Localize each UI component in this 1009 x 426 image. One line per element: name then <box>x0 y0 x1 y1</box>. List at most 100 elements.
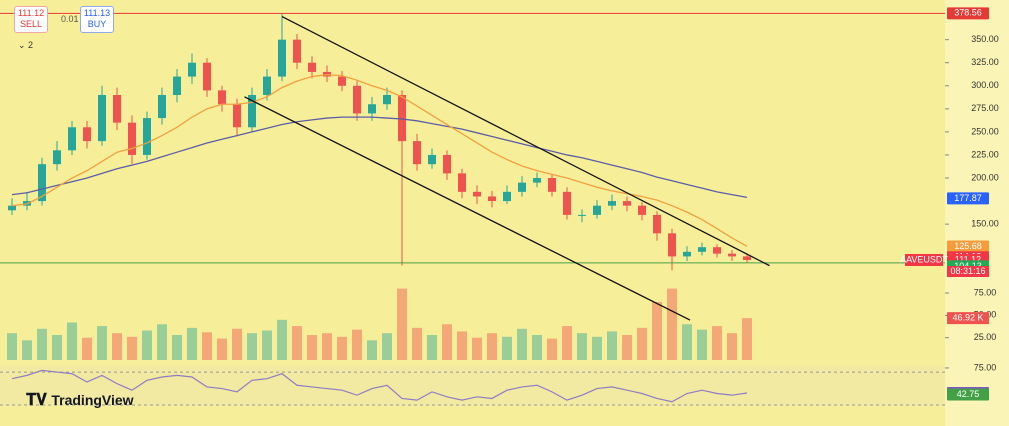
candle-body <box>368 104 376 114</box>
rsi-bg <box>0 366 945 406</box>
candle-body <box>98 95 106 142</box>
logo: 𝐓𝐕 TradingView <box>26 392 134 410</box>
volume-bar <box>7 333 17 360</box>
candle-body <box>668 233 676 257</box>
candle-body <box>143 118 151 155</box>
y-tick-label: 300.00 <box>971 80 999 90</box>
logo-text: TradingView <box>51 392 134 408</box>
volume-bar <box>157 324 167 360</box>
volume-bar <box>547 338 557 360</box>
countdown-tag <box>947 265 989 277</box>
volume-bar <box>367 340 377 360</box>
volume-bar <box>652 301 662 360</box>
symbol-label: AAVEUSDT <box>900 254 948 264</box>
price-tag-label: 46.92 K <box>952 312 983 322</box>
y-tick-label: 350.00 <box>971 34 999 44</box>
candle-body <box>698 247 706 252</box>
volume-bar <box>457 331 467 360</box>
y-tick-label: 275.00 <box>971 103 999 113</box>
spread: 0.01 <box>61 14 79 24</box>
candle-body <box>533 178 541 183</box>
candle-body <box>428 154 436 165</box>
candle-body <box>278 39 286 77</box>
volume-bar <box>592 336 602 360</box>
candle-body <box>683 251 691 257</box>
price-tag <box>947 7 989 20</box>
volume-bar <box>172 335 182 360</box>
candle-body <box>338 76 346 86</box>
candle-body <box>653 214 661 234</box>
candle-body <box>68 127 76 151</box>
candle-body <box>293 39 301 63</box>
candle-body <box>53 150 61 165</box>
candle-body <box>8 205 16 211</box>
candle-body <box>743 256 751 260</box>
candle-body <box>488 196 496 202</box>
volume-bar <box>97 326 107 360</box>
rsi-line <box>11 369 748 403</box>
volume-bar <box>472 337 482 360</box>
price-tag-label: 42.75 <box>957 389 980 399</box>
moving-average <box>11 74 748 247</box>
volume-bar <box>712 326 722 360</box>
volume-bar <box>292 326 302 360</box>
volume-bar <box>142 330 152 360</box>
candle-body <box>638 205 646 215</box>
candle-body <box>38 164 46 202</box>
candle-body <box>203 62 211 91</box>
price-tag <box>947 192 989 205</box>
price-tag-label: 177.87 <box>954 193 982 203</box>
volume-bar <box>217 338 227 360</box>
y-tick-label: 75.00 <box>974 287 997 297</box>
price-tag <box>947 240 989 253</box>
candle-body <box>578 214 586 216</box>
candle-body <box>443 154 451 174</box>
buy-price: 111.13 <box>83 8 111 18</box>
volume-bar <box>727 333 737 360</box>
price-tag-label: 125.68 <box>954 241 982 251</box>
volume-bar <box>412 327 422 360</box>
logo-icon: 𝐓𝐕 <box>26 392 52 409</box>
candle-body <box>713 247 721 254</box>
volume-bar <box>82 337 92 360</box>
position-count: ⌄ 2 <box>18 40 34 50</box>
candle-body <box>218 90 226 105</box>
y-tick-label: 325.00 <box>971 57 999 67</box>
y-tick-label: 150.00 <box>971 219 999 229</box>
volume-bar <box>187 327 197 360</box>
price-tag <box>947 388 989 401</box>
volume-bar <box>232 328 242 360</box>
sell-button[interactable]: 111.12 SELL <box>14 6 48 33</box>
volume-bar <box>67 322 77 360</box>
sell-label: SELL <box>19 19 43 29</box>
trend-line <box>281 16 770 267</box>
volume-bar <box>52 335 62 360</box>
volume-bar <box>517 328 527 360</box>
buy-button[interactable]: 111.13 BUY <box>80 6 114 33</box>
volume-bar <box>112 333 122 360</box>
buy-label: BUY <box>87 19 107 29</box>
candle-body <box>383 95 391 105</box>
volume-bar <box>22 340 32 360</box>
sell-price: 111.12 <box>17 8 45 18</box>
volume-bar <box>742 318 752 360</box>
price-tag-label: 378.56 <box>954 8 982 18</box>
price-tag-label: 111.12 <box>955 254 981 264</box>
volume-bar <box>637 327 647 360</box>
volume-bar <box>352 329 362 360</box>
candle-body <box>263 76 271 95</box>
candle-body <box>623 201 631 206</box>
volume-bar <box>682 324 692 360</box>
volume-bar <box>622 335 632 360</box>
countdown: 08:31:16 <box>950 266 985 276</box>
volume-bar <box>337 336 347 360</box>
y-tick-label: 200.00 <box>971 172 999 182</box>
volume-bar <box>532 335 542 360</box>
candle-body <box>608 201 616 206</box>
candle-body <box>308 62 316 72</box>
price-tag-label: 104.13 <box>954 261 982 271</box>
moving-average <box>11 116 748 199</box>
